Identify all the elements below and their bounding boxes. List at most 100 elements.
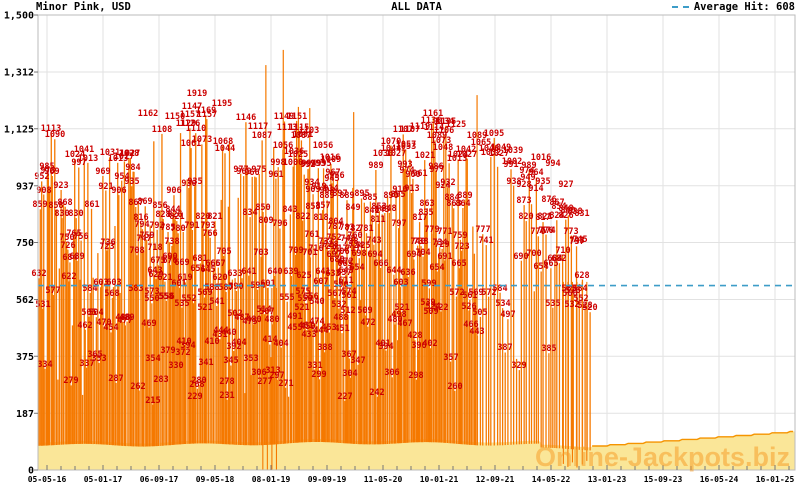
svg-text:577: 577 — [45, 286, 60, 296]
svg-text:268: 268 — [189, 380, 204, 390]
svg-text:830: 830 — [68, 209, 83, 219]
svg-text:575: 575 — [295, 287, 310, 297]
svg-text:467: 467 — [397, 319, 412, 329]
svg-text:930: 930 — [181, 179, 196, 189]
svg-text:835: 835 — [418, 208, 433, 218]
svg-text:994: 994 — [545, 159, 560, 169]
svg-text:838: 838 — [567, 207, 582, 217]
average-hit-legend-label: Average Hit: 608 — [693, 1, 795, 13]
svg-text:969: 969 — [95, 167, 110, 177]
svg-text:787: 787 — [327, 222, 342, 232]
svg-text:876: 876 — [541, 195, 556, 205]
svg-text:639: 639 — [283, 267, 298, 277]
svg-text:1030: 1030 — [373, 149, 393, 159]
watermark: Online-Jackpots.biz — [534, 442, 790, 472]
svg-text:643: 643 — [147, 266, 162, 276]
svg-text:1046: 1046 — [479, 144, 499, 154]
svg-text:734: 734 — [432, 238, 447, 248]
svg-text:700: 700 — [526, 249, 541, 259]
svg-text:454: 454 — [103, 323, 118, 333]
svg-text:665: 665 — [543, 259, 558, 269]
svg-text:341: 341 — [198, 358, 213, 368]
svg-text:985: 985 — [39, 162, 54, 172]
svg-text:1150: 1150 — [165, 112, 185, 122]
svg-text:752: 752 — [326, 233, 341, 243]
svg-text:1,312: 1,312 — [4, 68, 34, 79]
svg-text:690: 690 — [162, 252, 177, 262]
svg-text:873: 873 — [516, 196, 531, 206]
svg-text:387: 387 — [497, 343, 512, 353]
svg-text:573: 573 — [144, 287, 159, 297]
svg-text:470: 470 — [96, 318, 111, 328]
svg-text:709: 709 — [288, 246, 303, 256]
svg-text:796: 796 — [272, 219, 287, 229]
svg-text:783: 783 — [339, 223, 354, 233]
svg-text:854: 854 — [551, 202, 566, 212]
svg-text:989: 989 — [521, 161, 536, 171]
svg-text:853: 853 — [305, 202, 320, 212]
svg-text:541: 541 — [209, 297, 224, 307]
svg-text:354: 354 — [145, 354, 160, 364]
svg-text:820: 820 — [518, 212, 533, 222]
svg-text:297: 297 — [269, 371, 284, 381]
svg-text:1169: 1169 — [196, 106, 216, 116]
svg-text:1028: 1028 — [119, 149, 139, 159]
svg-text:889: 889 — [457, 191, 472, 201]
svg-text:672: 672 — [338, 257, 353, 267]
svg-text:889: 889 — [319, 191, 334, 201]
svg-text:816: 816 — [133, 213, 148, 223]
svg-text:684: 684 — [62, 253, 77, 263]
svg-text:992: 992 — [300, 160, 315, 170]
svg-text:539: 539 — [420, 298, 435, 308]
svg-text:977: 977 — [429, 165, 444, 175]
svg-text:262: 262 — [130, 382, 145, 392]
svg-text:334: 334 — [37, 360, 52, 370]
svg-text:1113: 1113 — [41, 124, 61, 134]
svg-text:1114: 1114 — [424, 123, 444, 133]
svg-text:1027: 1027 — [457, 150, 477, 160]
svg-text:12-09-21: 12-09-21 — [476, 475, 515, 484]
svg-text:1919: 1919 — [187, 89, 207, 99]
svg-text:375: 375 — [16, 352, 34, 363]
svg-text:480: 480 — [264, 315, 279, 325]
svg-text:821: 821 — [169, 212, 184, 222]
svg-text:1009: 1009 — [321, 155, 341, 165]
svg-text:684: 684 — [547, 254, 562, 264]
svg-text:488: 488 — [333, 313, 348, 323]
svg-text:826: 826 — [167, 210, 182, 220]
svg-text:1103: 1103 — [299, 126, 319, 136]
svg-text:568: 568 — [104, 289, 119, 299]
svg-text:765: 765 — [66, 229, 81, 239]
svg-text:477: 477 — [117, 316, 132, 326]
svg-text:723: 723 — [99, 242, 114, 252]
svg-text:625: 625 — [296, 271, 311, 281]
svg-text:576: 576 — [565, 286, 580, 296]
svg-text:737: 737 — [318, 237, 333, 247]
svg-text:347: 347 — [350, 356, 365, 366]
svg-text:526: 526 — [461, 302, 476, 312]
svg-text:743: 743 — [366, 236, 381, 246]
svg-text:283: 283 — [153, 375, 168, 385]
svg-text:665: 665 — [205, 259, 220, 269]
svg-text:1110: 1110 — [186, 124, 206, 134]
svg-text:514: 514 — [256, 305, 271, 315]
svg-text:401: 401 — [375, 339, 390, 349]
svg-text:817: 817 — [535, 213, 550, 223]
svg-text:1119: 1119 — [410, 122, 430, 132]
svg-text:1024: 1024 — [448, 150, 468, 160]
svg-text:271: 271 — [278, 379, 293, 389]
svg-text:975: 975 — [251, 165, 266, 175]
svg-text:934: 934 — [304, 178, 319, 188]
svg-text:385: 385 — [541, 344, 556, 354]
svg-text:665: 665 — [451, 259, 466, 269]
svg-text:991: 991 — [503, 160, 518, 170]
svg-text:572: 572 — [481, 288, 496, 298]
svg-text:372: 372 — [175, 348, 190, 358]
svg-text:1087: 1087 — [291, 131, 311, 141]
svg-text:472: 472 — [360, 318, 375, 328]
svg-text:280: 280 — [191, 376, 206, 386]
svg-text:919: 919 — [311, 182, 326, 192]
svg-text:433: 433 — [301, 330, 316, 340]
svg-text:859: 859 — [32, 200, 47, 210]
